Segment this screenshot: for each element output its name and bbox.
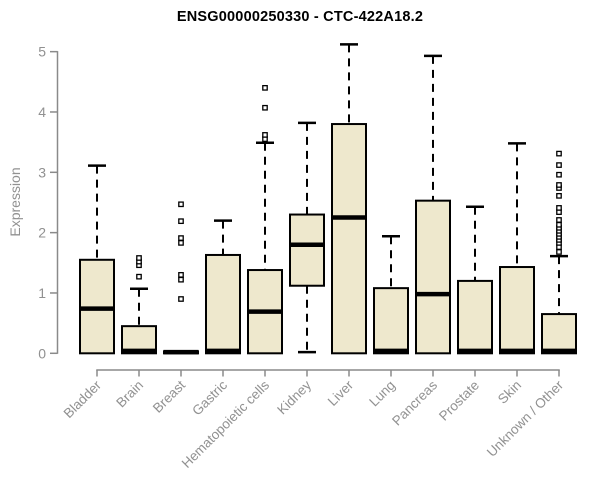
outlier-point — [556, 192, 562, 199]
outlier-point — [178, 272, 184, 278]
y-tick-label: 2 — [38, 225, 46, 241]
outlier-point — [262, 84, 268, 91]
x-tick-label: Lung — [366, 378, 398, 410]
y-tick-label: 4 — [38, 104, 46, 120]
outlier-point — [178, 296, 184, 302]
x-tick-label: Prostate — [436, 378, 482, 424]
x-tick-label: Brain — [113, 378, 146, 411]
y-tick-label: 0 — [38, 345, 46, 361]
outlier-point — [262, 104, 268, 111]
outlier-point — [178, 235, 184, 241]
outlier-point — [136, 273, 142, 280]
x-tick-label: Pancreas — [389, 377, 440, 428]
outlier-point — [178, 240, 184, 246]
box — [331, 123, 367, 355]
y-tick-label: 5 — [38, 44, 46, 60]
outlier-point — [556, 205, 562, 211]
box — [373, 287, 409, 355]
box — [457, 279, 493, 355]
outlier-point — [556, 171, 562, 178]
outlier-point — [178, 276, 184, 283]
outlier-point — [178, 201, 184, 208]
outlier-point — [556, 182, 562, 188]
outlier-point — [262, 132, 268, 138]
box — [415, 199, 451, 355]
x-tick-label: Skin — [495, 378, 524, 407]
box — [289, 213, 325, 287]
x-tick-label: Breast — [150, 377, 188, 415]
x-tick-label: Liver — [325, 377, 357, 409]
chart-title: ENSG00000250330 - CTC-422A18.2 — [176, 9, 424, 25]
outlier-point — [556, 162, 562, 168]
outlier-point — [556, 150, 562, 157]
y-tick-label: 3 — [38, 164, 46, 180]
outlier-point — [556, 249, 562, 255]
box — [205, 253, 241, 355]
x-tick-label: Bladder — [61, 377, 105, 421]
outlier-point — [556, 221, 562, 228]
y-tick-label: 1 — [38, 285, 46, 301]
box — [499, 266, 535, 355]
outlier-point — [556, 217, 562, 223]
outlier-point — [136, 255, 142, 261]
x-tick-label: Kidney — [274, 377, 314, 417]
outlier-point — [178, 218, 184, 225]
x-tick-label: Gastric — [189, 377, 230, 418]
box — [541, 313, 577, 355]
x-tick-label: Unknown / Other — [484, 377, 567, 460]
